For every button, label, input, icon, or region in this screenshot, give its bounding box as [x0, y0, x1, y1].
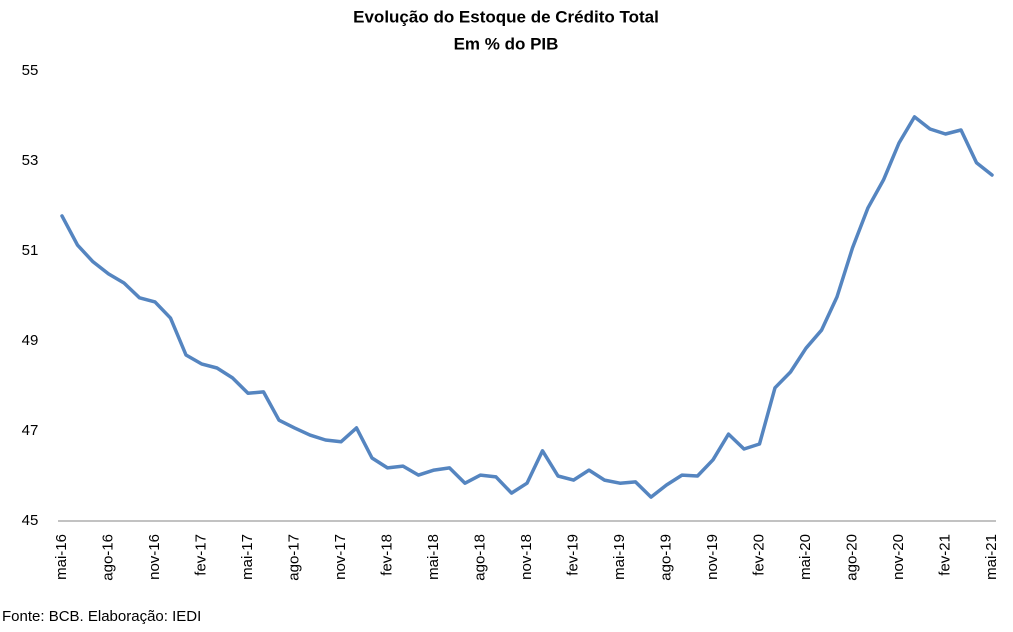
x-tick-label: ago-16	[99, 534, 116, 581]
x-tick-label: ago-18	[471, 534, 488, 581]
y-tick-label: 45	[22, 512, 39, 529]
chart-title: Evolução do Estoque de Crédito Total	[353, 7, 659, 26]
x-tick-label: nov-16	[146, 534, 163, 580]
x-tick-label: ago-17	[285, 534, 302, 581]
source-note: Fonte: BCB. Elaboração: IEDI	[2, 608, 201, 625]
y-tick-label: 47	[22, 422, 39, 439]
x-tick-label: mai-19	[611, 534, 628, 580]
y-tick-label: 53	[22, 152, 39, 169]
x-tick-label: mai-16	[53, 534, 70, 580]
y-tick-label: 49	[22, 332, 39, 349]
x-tick-label: fev-18	[378, 534, 395, 576]
x-tick-label: nov-19	[704, 534, 721, 580]
x-tick-label: mai-20	[797, 534, 814, 580]
x-tick-label: mai-21	[983, 534, 1000, 580]
x-tick-label: nov-18	[518, 534, 535, 580]
data-line	[60, 115, 994, 499]
y-tick-label: 51	[22, 242, 39, 259]
x-tick-label: mai-18	[425, 534, 442, 580]
x-tick-label: nov-17	[332, 534, 349, 580]
chart-subtitle: Em % do PIB	[454, 34, 559, 53]
x-tick-label: ago-20	[843, 534, 860, 581]
x-tick-label: fev-20	[750, 534, 767, 576]
x-tick-label: nov-20	[890, 534, 907, 580]
x-tick-label: ago-19	[657, 534, 674, 581]
y-tick-label: 55	[22, 62, 39, 79]
x-tick-label: fev-19	[564, 534, 581, 576]
x-tick-label: fev-17	[192, 534, 209, 576]
x-tick-label: fev-21	[936, 534, 953, 576]
x-tick-label: mai-17	[239, 534, 256, 580]
